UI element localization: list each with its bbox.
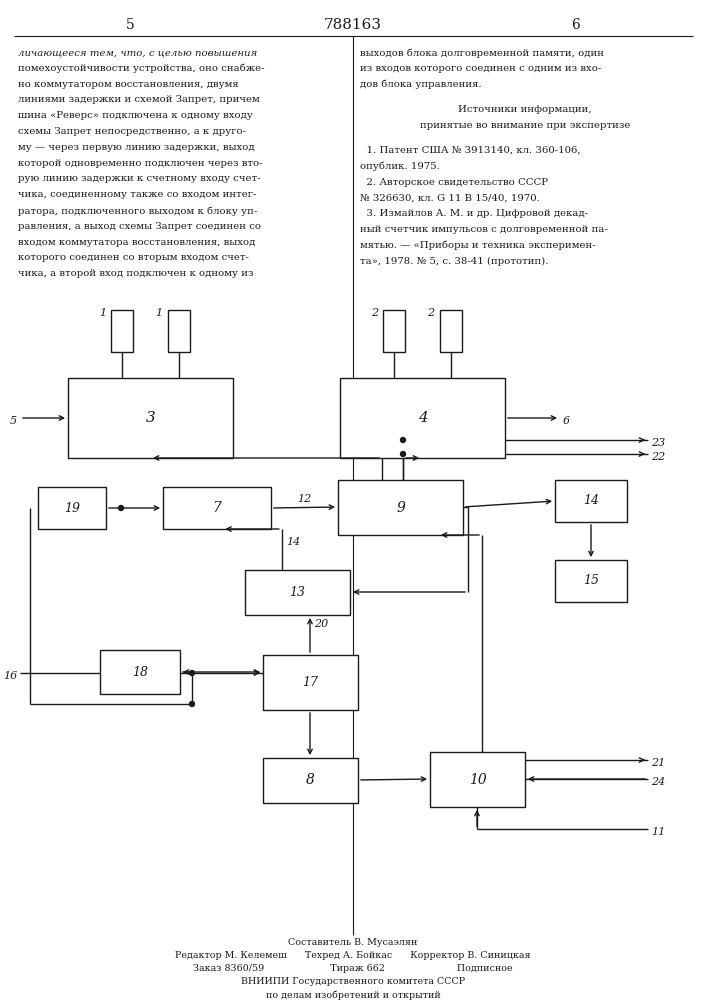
Text: из входов которого соединен с одним из вхо-: из входов которого соединен с одним из в… — [360, 64, 601, 73]
Text: 1: 1 — [99, 308, 107, 318]
Text: 11: 11 — [651, 827, 665, 837]
Text: 24: 24 — [651, 777, 665, 787]
Text: схемы Запрет непосредственно, а к друго-: схемы Запрет непосредственно, а к друго- — [18, 127, 246, 136]
Bar — [430, 752, 525, 807]
Text: 16: 16 — [3, 671, 17, 681]
Circle shape — [119, 506, 124, 510]
Bar — [383, 310, 405, 352]
Text: 6: 6 — [563, 416, 570, 426]
Text: ратора, подключенного выходом к блоку уп-: ратора, подключенного выходом к блоку уп… — [18, 206, 257, 216]
Bar — [245, 570, 350, 615]
Text: 7: 7 — [213, 501, 221, 515]
Text: 13: 13 — [289, 586, 305, 599]
Text: которой одновременно подключен через вто-: которой одновременно подключен через вто… — [18, 159, 262, 168]
Text: 15: 15 — [583, 574, 599, 587]
Text: ВНИИПИ Государственного комитета СССР: ВНИИПИ Государственного комитета СССР — [241, 977, 465, 986]
Text: 1: 1 — [156, 308, 163, 318]
Bar — [338, 480, 463, 535]
Text: 1. Патент США № 3913140, кл. 360-106,: 1. Патент США № 3913140, кл. 360-106, — [360, 146, 580, 155]
Text: та», 1978. № 5, с. 38-41 (прототип).: та», 1978. № 5, с. 38-41 (прототип). — [360, 257, 549, 266]
Text: 14: 14 — [286, 537, 300, 547]
Text: по делам изобретений и открытий: по делам изобретений и открытий — [266, 990, 440, 1000]
Bar — [263, 758, 358, 803]
Text: 12: 12 — [297, 494, 311, 504]
Text: опублик. 1975.: опублик. 1975. — [360, 162, 440, 171]
Circle shape — [400, 452, 406, 456]
Text: ный счетчик импульсов с долговременной па-: ный счетчик импульсов с долговременной п… — [360, 225, 608, 234]
Text: 9: 9 — [396, 500, 405, 514]
Text: дов блока управления.: дов блока управления. — [360, 80, 481, 89]
Text: мятью. — «Приборы и техника эксперимен-: мятью. — «Приборы и техника эксперимен- — [360, 241, 595, 250]
Text: 23: 23 — [651, 438, 665, 448]
Text: 18: 18 — [132, 666, 148, 678]
Text: Источники информации,: Источники информации, — [458, 105, 592, 114]
Text: которого соединен со вторым входом счет-: которого соединен со вторым входом счет- — [18, 253, 249, 262]
Bar — [555, 480, 627, 522]
Text: 3. Измайлов А. М. и др. Цифровой декад-: 3. Измайлов А. М. и др. Цифровой декад- — [360, 209, 588, 218]
Bar — [263, 655, 358, 710]
Text: 14: 14 — [583, 494, 599, 508]
Text: личающееся тем, что, с целью повышения: личающееся тем, что, с целью повышения — [18, 48, 257, 57]
Bar — [112, 310, 134, 352]
Text: чика, а второй вход подключен к одному из: чика, а второй вход подключен к одному и… — [18, 269, 254, 278]
Bar — [163, 487, 271, 529]
Circle shape — [400, 438, 406, 442]
Text: чика, соединенному также со входом интег-: чика, соединенному также со входом интег… — [18, 190, 257, 199]
Text: Заказ 8360/59                      Тираж 662                        Подписное: Заказ 8360/59 Тираж 662 Подписное — [193, 964, 513, 973]
Bar — [100, 650, 180, 694]
Text: Редактор М. Келемеш      Техред А. Бойкас      Корректор В. Синицкая: Редактор М. Келемеш Техред А. Бойкас Кор… — [175, 951, 531, 960]
Bar — [38, 487, 106, 529]
Text: 6: 6 — [571, 18, 579, 32]
Text: шина «Реверс» подключена к одному входу: шина «Реверс» подключена к одному входу — [18, 111, 253, 120]
Text: 22: 22 — [651, 452, 665, 462]
Bar — [555, 560, 627, 602]
Text: 5: 5 — [10, 416, 17, 426]
Text: 788163: 788163 — [324, 18, 382, 32]
Text: 20: 20 — [314, 619, 328, 629]
Text: 8: 8 — [306, 774, 315, 788]
Text: 17: 17 — [303, 676, 318, 689]
Text: 19: 19 — [64, 502, 80, 514]
Text: № 326630, кл. G 11 В 15/40, 1970.: № 326630, кл. G 11 В 15/40, 1970. — [360, 193, 540, 202]
Bar — [340, 378, 505, 458]
Text: Составитель В. Мусаэлян: Составитель В. Мусаэлян — [288, 938, 418, 947]
Text: 4: 4 — [418, 411, 427, 425]
Text: му — через первую линию задержки, выход: му — через первую линию задержки, выход — [18, 143, 255, 152]
Text: входом коммутатора восстановления, выход: входом коммутатора восстановления, выход — [18, 238, 255, 247]
Text: помехоустойчивости устройства, оно снабже-: помехоустойчивости устройства, оно снабж… — [18, 64, 264, 73]
Text: 3: 3 — [146, 411, 156, 425]
Text: но коммутатором восстановления, двумя: но коммутатором восстановления, двумя — [18, 80, 239, 89]
Text: рую линию задержки к счетному входу счет-: рую линию задержки к счетному входу счет… — [18, 174, 260, 183]
Text: равления, а выход схемы Запрет соединен со: равления, а выход схемы Запрет соединен … — [18, 222, 261, 231]
Text: 10: 10 — [469, 772, 486, 786]
Circle shape — [189, 670, 194, 676]
Text: 5: 5 — [126, 18, 134, 32]
Text: выходов блока долговременной памяти, один: выходов блока долговременной памяти, оди… — [360, 48, 604, 57]
Text: 21: 21 — [651, 758, 665, 768]
Text: 2: 2 — [371, 308, 378, 318]
Text: 2: 2 — [428, 308, 435, 318]
Bar — [168, 310, 189, 352]
Bar — [440, 310, 462, 352]
Text: 2. Авторское свидетельство СССР: 2. Авторское свидетельство СССР — [360, 178, 548, 187]
Text: линиями задержки и схемой Запрет, причем: линиями задержки и схемой Запрет, причем — [18, 95, 259, 104]
Text: принятые во внимание при экспертизе: принятые во внимание при экспертизе — [420, 121, 630, 130]
Circle shape — [189, 702, 194, 706]
Bar — [68, 378, 233, 458]
